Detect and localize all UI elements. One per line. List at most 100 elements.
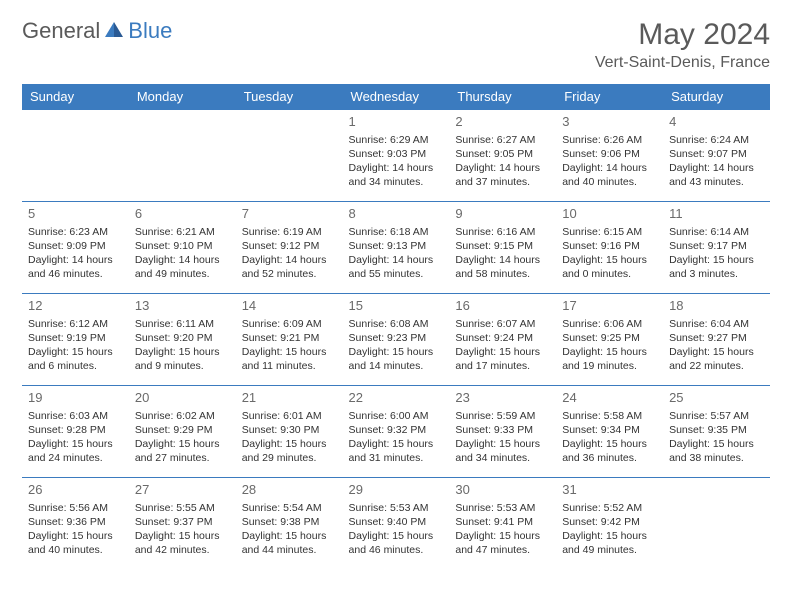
calendar-day-cell: 4Sunrise: 6:24 AMSunset: 9:07 PMDaylight… <box>663 110 770 202</box>
day-daylight1: Daylight: 15 hours <box>242 345 337 359</box>
day-sunset: Sunset: 9:29 PM <box>135 423 230 437</box>
day-number: 15 <box>349 297 444 315</box>
day-sunset: Sunset: 9:07 PM <box>669 147 764 161</box>
day-sunset: Sunset: 9:06 PM <box>562 147 657 161</box>
day-number: 1 <box>349 113 444 131</box>
day-daylight1: Daylight: 15 hours <box>135 529 230 543</box>
day-daylight1: Daylight: 15 hours <box>135 437 230 451</box>
day-daylight1: Daylight: 15 hours <box>349 529 444 543</box>
weekday-header: Monday <box>129 84 236 110</box>
day-sunset: Sunset: 9:20 PM <box>135 331 230 345</box>
calendar-day-cell: 7Sunrise: 6:19 AMSunset: 9:12 PMDaylight… <box>236 202 343 294</box>
day-sunrise: Sunrise: 6:23 AM <box>28 225 123 239</box>
day-sunset: Sunset: 9:41 PM <box>455 515 550 529</box>
day-daylight2: and 52 minutes. <box>242 267 337 281</box>
day-daylight1: Daylight: 15 hours <box>455 345 550 359</box>
day-sunset: Sunset: 9:37 PM <box>135 515 230 529</box>
day-number: 16 <box>455 297 550 315</box>
day-daylight2: and 34 minutes. <box>455 451 550 465</box>
day-sunrise: Sunrise: 5:55 AM <box>135 501 230 515</box>
day-daylight1: Daylight: 15 hours <box>669 345 764 359</box>
day-daylight1: Daylight: 14 hours <box>455 253 550 267</box>
calendar-day-cell: 2Sunrise: 6:27 AMSunset: 9:05 PMDaylight… <box>449 110 556 202</box>
day-daylight2: and 47 minutes. <box>455 543 550 557</box>
day-daylight2: and 34 minutes. <box>349 175 444 189</box>
day-number: 28 <box>242 481 337 499</box>
calendar-day-cell: 13Sunrise: 6:11 AMSunset: 9:20 PMDayligh… <box>129 294 236 386</box>
day-sunset: Sunset: 9:38 PM <box>242 515 337 529</box>
day-daylight1: Daylight: 15 hours <box>28 345 123 359</box>
calendar-day-cell <box>129 110 236 202</box>
day-sunset: Sunset: 9:33 PM <box>455 423 550 437</box>
calendar-day-cell: 19Sunrise: 6:03 AMSunset: 9:28 PMDayligh… <box>22 386 129 478</box>
day-sunset: Sunset: 9:23 PM <box>349 331 444 345</box>
calendar-day-cell: 26Sunrise: 5:56 AMSunset: 9:36 PMDayligh… <box>22 478 129 570</box>
day-sunrise: Sunrise: 6:06 AM <box>562 317 657 331</box>
day-number: 3 <box>562 113 657 131</box>
weekday-header: Friday <box>556 84 663 110</box>
day-number: 26 <box>28 481 123 499</box>
calendar-day-cell: 23Sunrise: 5:59 AMSunset: 9:33 PMDayligh… <box>449 386 556 478</box>
day-sunrise: Sunrise: 5:57 AM <box>669 409 764 423</box>
day-sunset: Sunset: 9:10 PM <box>135 239 230 253</box>
day-daylight2: and 6 minutes. <box>28 359 123 373</box>
day-sunset: Sunset: 9:17 PM <box>669 239 764 253</box>
day-sunrise: Sunrise: 6:19 AM <box>242 225 337 239</box>
logo-triangle-icon <box>104 20 124 43</box>
calendar-day-cell: 3Sunrise: 6:26 AMSunset: 9:06 PMDaylight… <box>556 110 663 202</box>
day-sunrise: Sunrise: 6:16 AM <box>455 225 550 239</box>
day-daylight2: and 49 minutes. <box>135 267 230 281</box>
day-sunset: Sunset: 9:35 PM <box>669 423 764 437</box>
location: Vert-Saint-Denis, France <box>595 54 770 72</box>
weekday-header: Wednesday <box>343 84 450 110</box>
calendar-day-cell: 16Sunrise: 6:07 AMSunset: 9:24 PMDayligh… <box>449 294 556 386</box>
day-daylight2: and 9 minutes. <box>135 359 230 373</box>
day-sunrise: Sunrise: 6:12 AM <box>28 317 123 331</box>
day-daylight2: and 19 minutes. <box>562 359 657 373</box>
day-sunset: Sunset: 9:09 PM <box>28 239 123 253</box>
calendar-day-cell: 8Sunrise: 6:18 AMSunset: 9:13 PMDaylight… <box>343 202 450 294</box>
calendar-day-cell: 15Sunrise: 6:08 AMSunset: 9:23 PMDayligh… <box>343 294 450 386</box>
day-number: 18 <box>669 297 764 315</box>
day-sunrise: Sunrise: 6:15 AM <box>562 225 657 239</box>
day-daylight1: Daylight: 15 hours <box>28 529 123 543</box>
day-daylight1: Daylight: 15 hours <box>455 437 550 451</box>
day-daylight1: Daylight: 15 hours <box>562 437 657 451</box>
day-daylight2: and 44 minutes. <box>242 543 337 557</box>
calendar-day-cell: 9Sunrise: 6:16 AMSunset: 9:15 PMDaylight… <box>449 202 556 294</box>
calendar-day-cell <box>663 478 770 570</box>
title-block: May 2024 Vert-Saint-Denis, France <box>595 18 770 72</box>
day-daylight2: and 40 minutes. <box>562 175 657 189</box>
day-daylight2: and 0 minutes. <box>562 267 657 281</box>
day-number: 19 <box>28 389 123 407</box>
day-sunset: Sunset: 9:05 PM <box>455 147 550 161</box>
calendar-day-cell <box>236 110 343 202</box>
calendar-day-cell: 28Sunrise: 5:54 AMSunset: 9:38 PMDayligh… <box>236 478 343 570</box>
calendar-day-cell: 29Sunrise: 5:53 AMSunset: 9:40 PMDayligh… <box>343 478 450 570</box>
day-number: 27 <box>135 481 230 499</box>
day-daylight1: Daylight: 14 hours <box>242 253 337 267</box>
day-number: 9 <box>455 205 550 223</box>
day-sunset: Sunset: 9:42 PM <box>562 515 657 529</box>
day-daylight1: Daylight: 14 hours <box>349 161 444 175</box>
logo: General Blue <box>22 18 172 44</box>
day-daylight1: Daylight: 15 hours <box>242 437 337 451</box>
calendar-day-cell: 25Sunrise: 5:57 AMSunset: 9:35 PMDayligh… <box>663 386 770 478</box>
calendar-day-cell: 1Sunrise: 6:29 AMSunset: 9:03 PMDaylight… <box>343 110 450 202</box>
calendar-day-cell: 20Sunrise: 6:02 AMSunset: 9:29 PMDayligh… <box>129 386 236 478</box>
day-daylight2: and 49 minutes. <box>562 543 657 557</box>
day-sunset: Sunset: 9:28 PM <box>28 423 123 437</box>
calendar-day-cell: 6Sunrise: 6:21 AMSunset: 9:10 PMDaylight… <box>129 202 236 294</box>
day-sunrise: Sunrise: 6:00 AM <box>349 409 444 423</box>
day-sunrise: Sunrise: 5:53 AM <box>349 501 444 515</box>
day-daylight1: Daylight: 14 hours <box>455 161 550 175</box>
calendar-week-row: 1Sunrise: 6:29 AMSunset: 9:03 PMDaylight… <box>22 110 770 202</box>
day-number: 20 <box>135 389 230 407</box>
day-sunrise: Sunrise: 6:24 AM <box>669 133 764 147</box>
day-daylight2: and 38 minutes. <box>669 451 764 465</box>
day-sunrise: Sunrise: 6:14 AM <box>669 225 764 239</box>
day-daylight2: and 43 minutes. <box>669 175 764 189</box>
day-number: 7 <box>242 205 337 223</box>
day-daylight2: and 46 minutes. <box>28 267 123 281</box>
day-sunrise: Sunrise: 5:52 AM <box>562 501 657 515</box>
